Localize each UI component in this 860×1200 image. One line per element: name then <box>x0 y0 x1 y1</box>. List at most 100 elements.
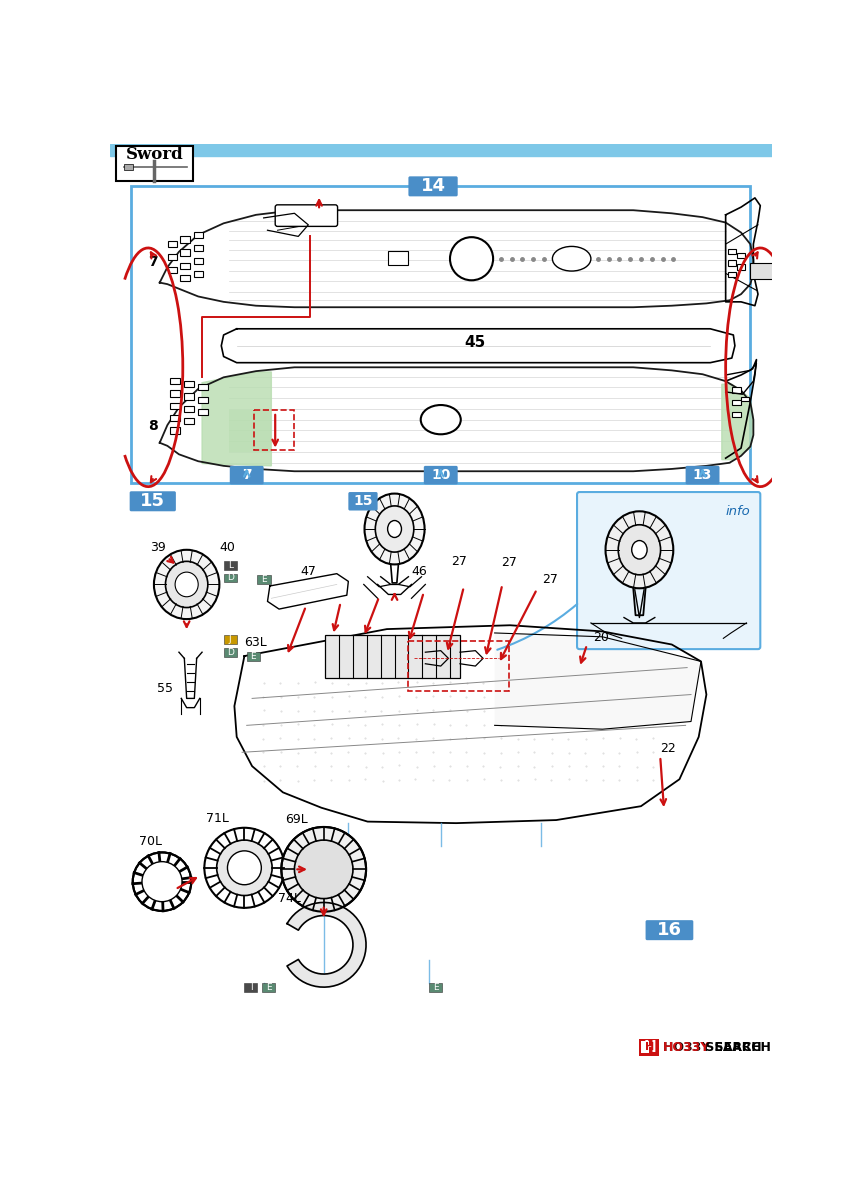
FancyBboxPatch shape <box>275 205 338 227</box>
Bar <box>429 983 442 991</box>
Circle shape <box>450 238 493 281</box>
Text: 70L: 70L <box>139 835 162 847</box>
Bar <box>124 164 132 170</box>
FancyBboxPatch shape <box>424 466 458 485</box>
Bar <box>257 575 271 583</box>
Bar <box>198 384 208 390</box>
Bar <box>737 264 745 270</box>
Bar <box>750 263 773 278</box>
Bar <box>728 248 735 254</box>
Text: 8: 8 <box>148 420 158 433</box>
Bar <box>732 412 741 418</box>
Polygon shape <box>202 372 272 466</box>
Ellipse shape <box>154 550 219 619</box>
Bar <box>247 653 260 661</box>
Text: E: E <box>433 983 439 992</box>
Bar <box>389 251 408 265</box>
Bar <box>229 409 272 452</box>
Bar <box>194 232 203 238</box>
Bar <box>183 382 194 388</box>
Bar <box>183 418 194 425</box>
Text: 47: 47 <box>301 565 316 578</box>
Polygon shape <box>494 632 701 730</box>
Text: 71L: 71L <box>206 811 229 824</box>
Text: 27: 27 <box>452 556 467 568</box>
Ellipse shape <box>175 572 198 596</box>
Bar <box>110 144 772 156</box>
Text: 39: 39 <box>150 540 165 553</box>
Bar <box>169 268 177 274</box>
Bar <box>194 271 203 277</box>
Text: 7: 7 <box>242 468 251 482</box>
Circle shape <box>294 840 353 899</box>
Bar <box>181 250 190 256</box>
Circle shape <box>132 852 191 911</box>
Bar <box>728 272 735 277</box>
Bar <box>641 1042 648 1054</box>
Bar <box>194 245 203 251</box>
Text: 46: 46 <box>411 565 427 578</box>
Bar <box>132 186 750 482</box>
Bar <box>732 388 741 392</box>
Text: info: info <box>726 505 750 518</box>
Text: I: I <box>249 983 252 992</box>
Text: E: E <box>250 652 256 661</box>
FancyBboxPatch shape <box>230 466 264 485</box>
Bar <box>169 427 180 433</box>
FancyBboxPatch shape <box>685 466 720 485</box>
Text: 22: 22 <box>660 743 676 755</box>
Bar <box>181 275 190 281</box>
Ellipse shape <box>179 576 194 593</box>
Bar <box>183 394 194 400</box>
Text: HO33Y SEARCH: HO33Y SEARCH <box>662 1040 771 1054</box>
Ellipse shape <box>421 406 461 434</box>
Text: HO33Y: HO33Y <box>662 1040 710 1054</box>
Bar <box>732 400 741 406</box>
Bar <box>169 241 177 247</box>
Text: D: D <box>227 648 234 658</box>
Text: 74L: 74L <box>278 893 300 906</box>
Bar <box>741 396 749 401</box>
Text: 10: 10 <box>431 468 451 482</box>
Polygon shape <box>287 902 366 988</box>
Bar <box>728 260 735 265</box>
Text: Sword: Sword <box>126 146 183 163</box>
Bar <box>183 406 194 412</box>
Circle shape <box>281 827 366 912</box>
Bar <box>116 145 193 181</box>
Text: H: H <box>643 1039 656 1055</box>
Circle shape <box>205 828 285 908</box>
Bar <box>408 641 508 691</box>
Ellipse shape <box>165 562 208 607</box>
FancyBboxPatch shape <box>348 492 378 510</box>
FancyBboxPatch shape <box>646 920 693 940</box>
Bar <box>224 648 236 656</box>
Bar <box>639 1039 660 1056</box>
Bar <box>244 983 257 991</box>
Bar <box>224 562 236 570</box>
Bar <box>169 403 180 409</box>
Bar <box>169 378 180 384</box>
Text: SEARCH: SEARCH <box>701 1040 762 1054</box>
Bar <box>169 415 180 421</box>
Text: E: E <box>261 575 267 584</box>
Text: 15: 15 <box>353 494 372 509</box>
Text: L: L <box>228 562 233 570</box>
Text: 63L: 63L <box>244 636 267 649</box>
Ellipse shape <box>618 524 660 575</box>
Text: 27: 27 <box>543 572 558 586</box>
Text: 16: 16 <box>657 922 682 940</box>
Text: D: D <box>227 574 234 582</box>
Ellipse shape <box>632 540 647 559</box>
Circle shape <box>227 851 261 884</box>
FancyBboxPatch shape <box>130 491 176 511</box>
Ellipse shape <box>365 493 425 564</box>
Bar <box>169 390 180 396</box>
Bar <box>198 409 208 415</box>
Bar <box>737 252 745 258</box>
Bar <box>255 410 294 450</box>
Text: H: H <box>645 1043 654 1052</box>
Ellipse shape <box>375 506 414 552</box>
Text: 13: 13 <box>693 468 712 482</box>
Bar <box>198 396 208 403</box>
